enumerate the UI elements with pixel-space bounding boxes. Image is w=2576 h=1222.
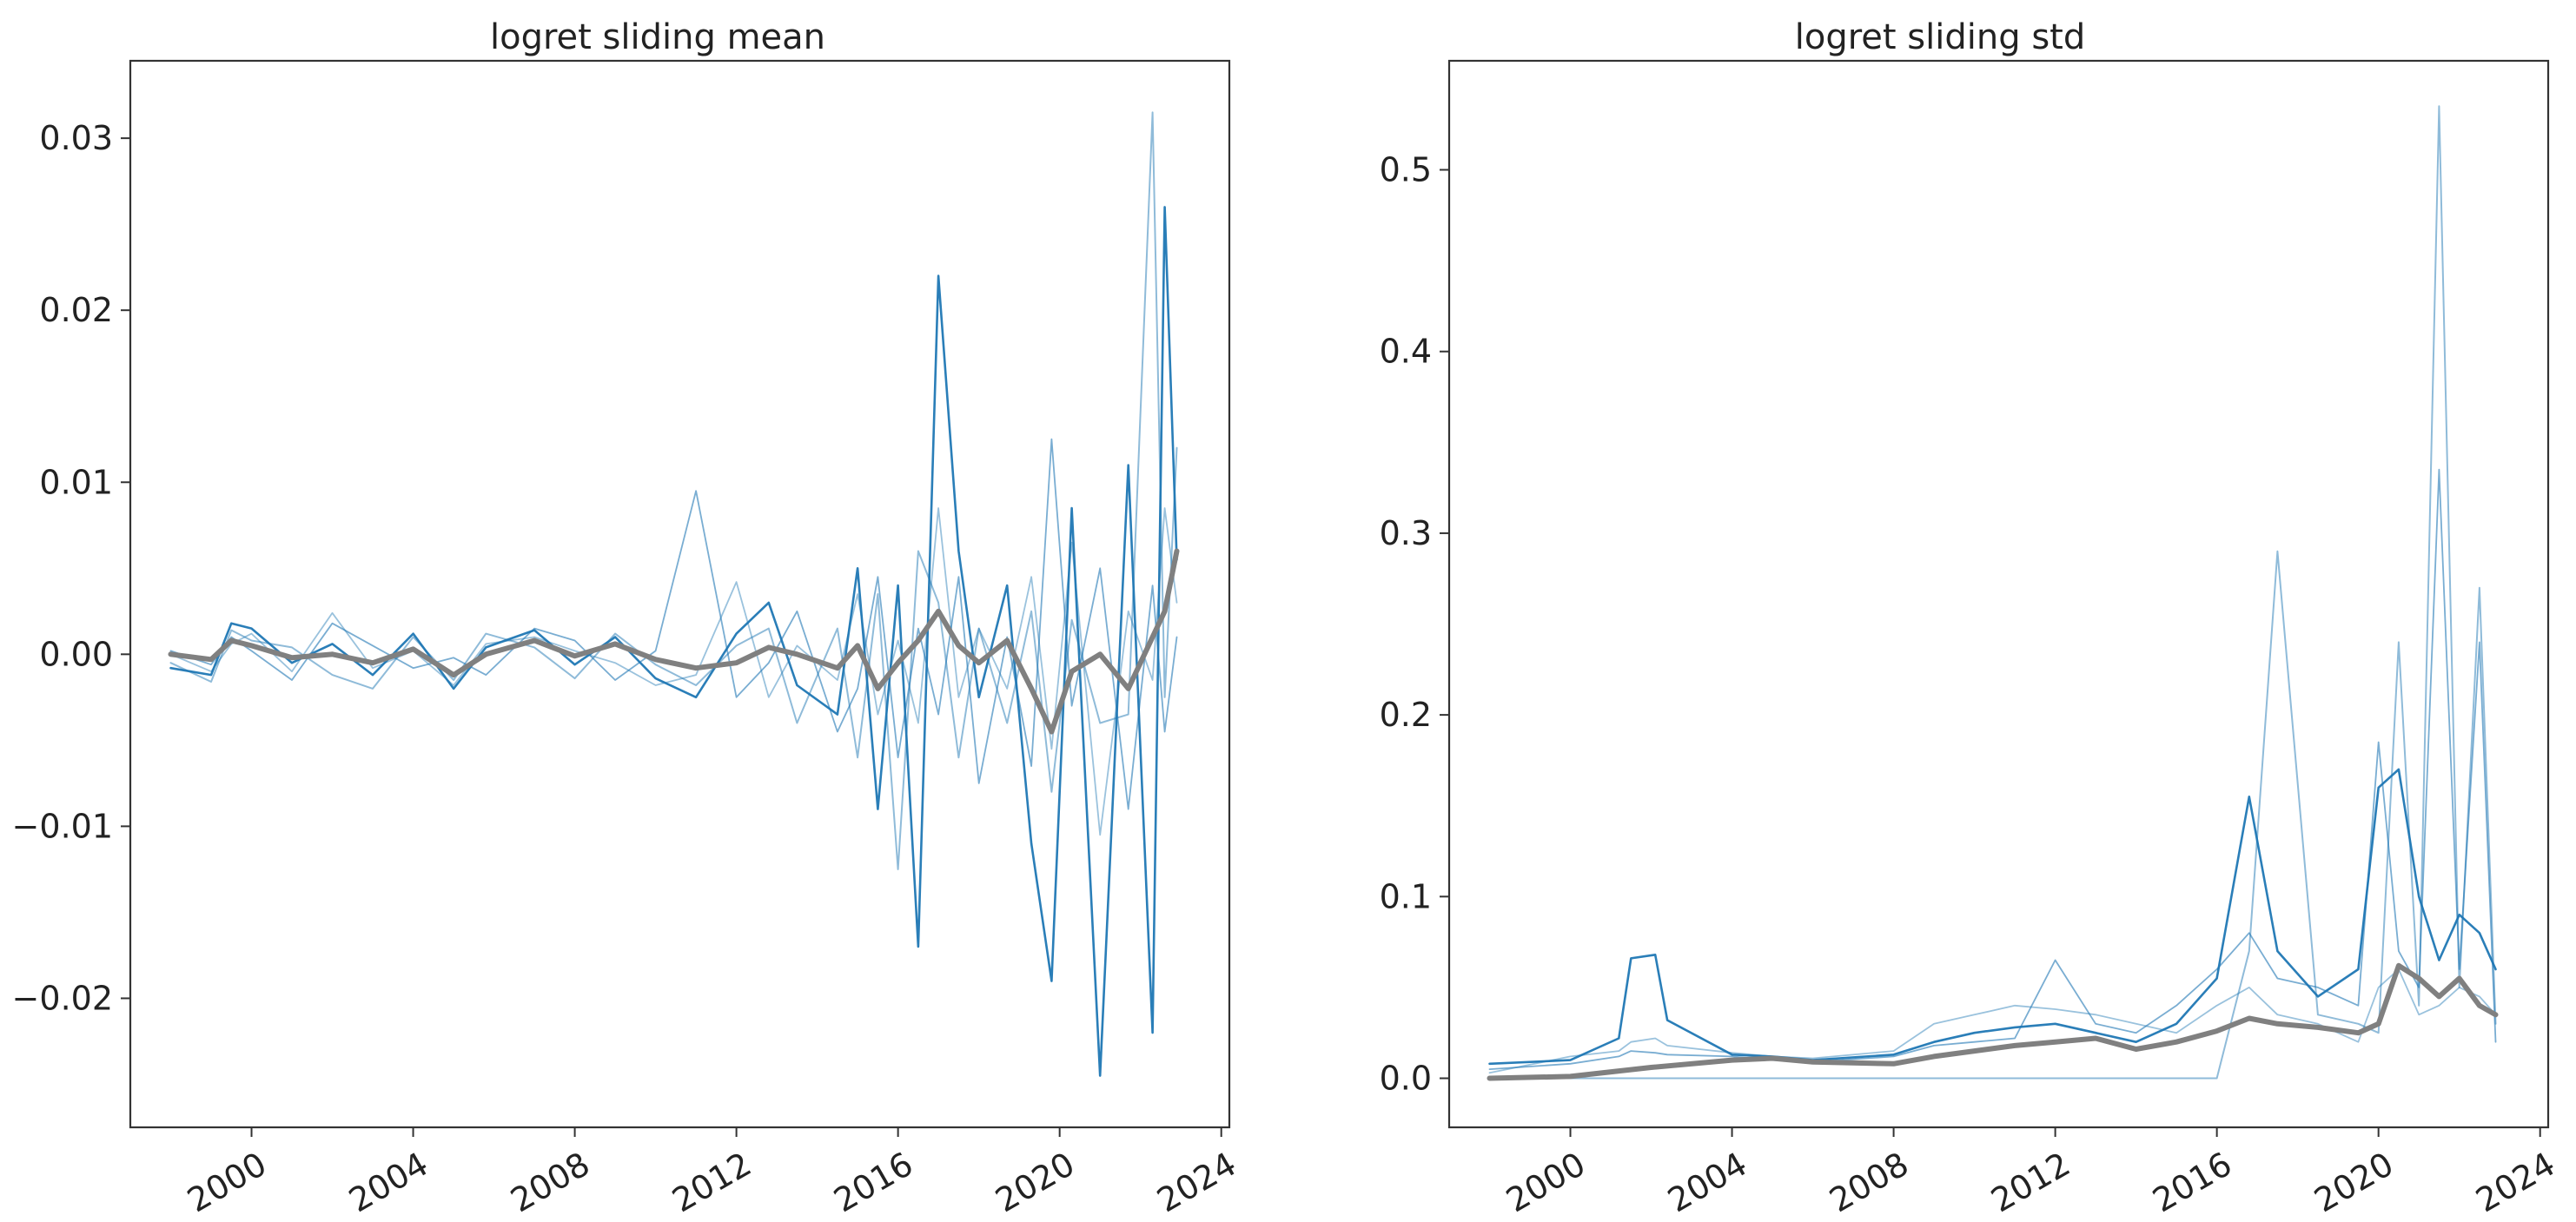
- x-tick-label: 2012: [1984, 1145, 2076, 1219]
- x-tick-label: 2004: [342, 1145, 434, 1219]
- x-tick-label: 2020: [989, 1145, 1081, 1219]
- y-tick-label: 0.0: [1380, 1060, 1432, 1098]
- chart-title-mean: logret sliding mean: [490, 17, 825, 57]
- y-axis-std: 0.0 0.1 0.2 0.3 0.4 0.5: [1380, 151, 1449, 1098]
- y-tick-label: 0.03: [39, 119, 113, 157]
- y-tick-label: 0.01: [39, 463, 113, 501]
- series-line: [1488, 468, 2497, 1070]
- series-line: [169, 438, 1178, 810]
- axes-frame-std: [1447, 59, 2550, 1129]
- x-tick-label: 2012: [666, 1145, 758, 1219]
- x-tick-label: 2020: [2308, 1145, 2400, 1219]
- x-tick-label: 2000: [181, 1145, 273, 1219]
- series-aggregate-line: [1487, 962, 2499, 1081]
- x-tick-label: 2024: [1150, 1145, 1242, 1219]
- y-tick-label: −0.02: [12, 979, 113, 1017]
- series-line: [1488, 768, 2497, 1066]
- x-tick-label: 2008: [504, 1145, 596, 1219]
- series-line: [1488, 968, 2497, 1074]
- x-tick-label: 2000: [1500, 1145, 1592, 1219]
- series-line: [169, 206, 1178, 1077]
- chart-title-std: logret sliding std: [1795, 17, 2086, 57]
- series-aggregate-line: [168, 548, 1180, 735]
- y-tick-label: −0.01: [12, 807, 113, 845]
- series-line: [1488, 105, 2497, 1080]
- x-tick-label: 2016: [827, 1145, 919, 1219]
- x-tick-label: 2008: [1823, 1145, 1915, 1219]
- y-tick-label: 0.3: [1380, 514, 1432, 552]
- axes-frame-mean: [129, 59, 1231, 1129]
- y-tick-label: 0.4: [1380, 333, 1432, 371]
- series-line: [169, 507, 1178, 836]
- plot-area-std: [1487, 105, 2499, 1081]
- chart-std: logret sliding std 2000 2004 2008 2012 2016 2…: [1380, 17, 2562, 1219]
- plot-area-mean: [168, 111, 1180, 1077]
- y-tick-label: 0.2: [1380, 696, 1432, 734]
- y-tick-label: 0.5: [1380, 151, 1432, 189]
- x-tick-label: 2024: [2469, 1145, 2561, 1219]
- x-axis-mean: 2000 2004 2008 2012 2016 2020 2024: [181, 1127, 1242, 1219]
- series-line: [169, 111, 1178, 870]
- chart-mean: logret sliding mean 2000 2004 2008 2012 2016…: [12, 17, 1243, 1219]
- y-tick-label: 0.1: [1380, 877, 1432, 915]
- y-tick-label: 0.00: [39, 635, 113, 673]
- x-axis-std: 2000 2004 2008 2012 2016 2020 2024: [1500, 1127, 2561, 1219]
- y-axis-mean: −0.02 −0.01 0.00 0.01 0.02 0.03: [12, 119, 130, 1017]
- y-tick-label: 0.02: [39, 291, 113, 329]
- x-tick-label: 2004: [1661, 1145, 1753, 1219]
- x-tick-label: 2016: [2146, 1145, 2238, 1219]
